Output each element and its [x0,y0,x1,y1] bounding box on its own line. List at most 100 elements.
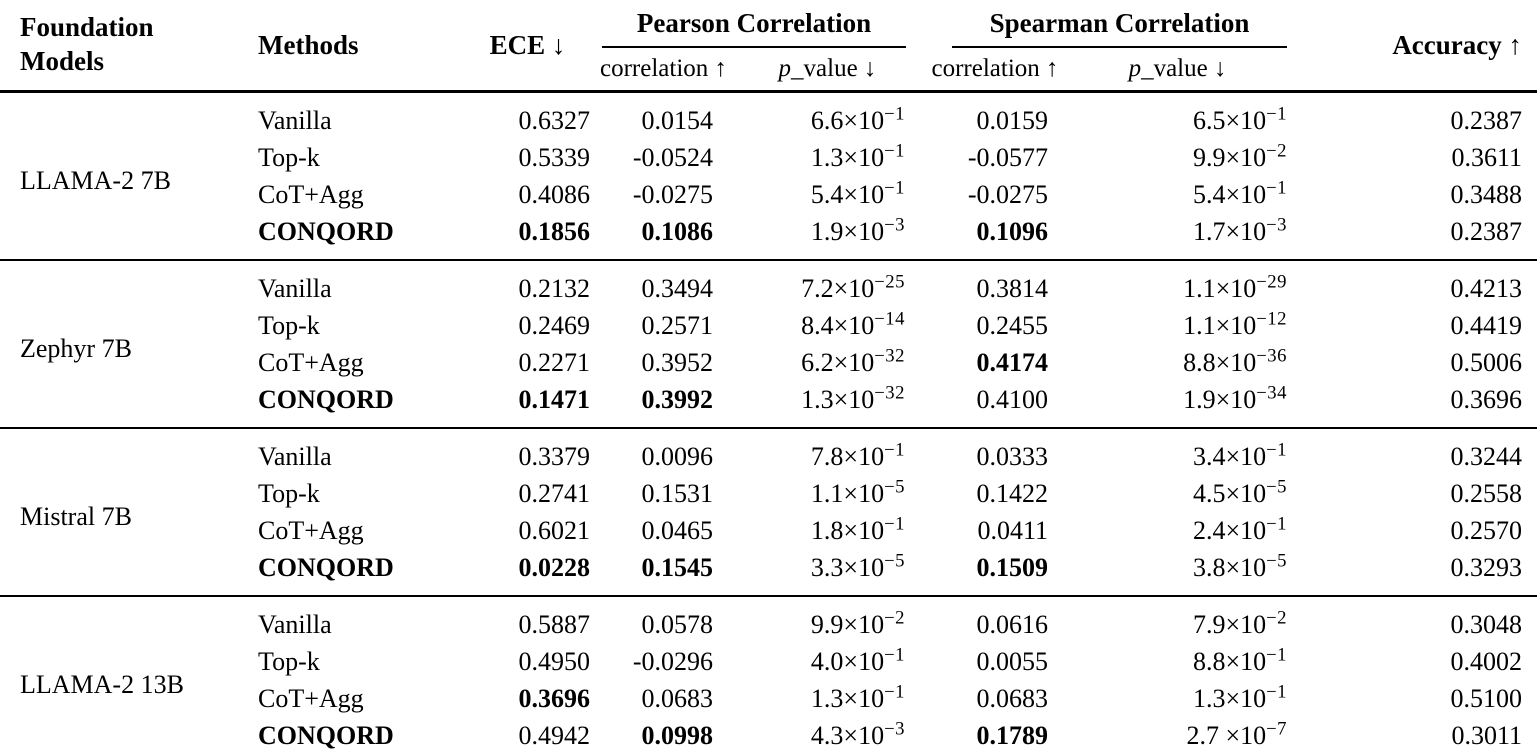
spearman-pvalue: 9.9×10−2 [1192,139,1288,172]
spearman-pvalue: 1.3×10−1 [1192,680,1288,713]
ece-value: 0.3696 [518,683,591,713]
method-cell: CoT+Agg [258,683,364,713]
header-spearman-correlation: Spearman Correlation [930,0,1295,48]
table-row: CONQORD 0.0228 0.1545 3.3×10−5 0.1509 3.8×10−… [0,549,1537,596]
exponent: −1 [1266,102,1288,124]
header-spearman-pvalue-sub: p_value ↓ [1060,48,1295,92]
pearson-pvalue: 9.9×10−2 [810,606,905,639]
pearson-correlation-value: 0.3992 [641,384,714,414]
accuracy-value: 0.2570 [1450,515,1523,545]
table-row: CoT+Agg 0.6021 0.0465 1.8×10−1 0.0411 2.4×10−… [0,512,1537,549]
spearman-pvalue: 5.4×10−1 [1192,176,1288,209]
p-value-label: _value ↓ [791,55,877,82]
method-cell: CONQORD [258,552,394,582]
spearman-pvalue: 8.8×10−36 [1183,344,1288,377]
pearson-correlation-value: -0.0275 [632,179,713,209]
spearman-correlation-value: -0.0275 [967,179,1048,209]
ece-value: 0.3379 [518,441,591,471]
accuracy-value: 0.3611 [1451,142,1523,172]
accuracy-value: 0.2558 [1450,478,1523,508]
exponent: −12 [1256,307,1288,329]
spearman-pvalue: 2.4×10−1 [1192,512,1288,545]
spearman-correlation-value: 0.4100 [976,384,1049,414]
table-row: LLAMA-2 13B Vanilla 0.5887 0.0578 9.9×10−2 0.… [0,596,1537,699]
exponent: −1 [1266,643,1288,665]
exponent: −34 [1256,381,1288,403]
table-header: Foundation Models Methods ECE ↓ Pearson … [0,0,1537,92]
header-pearson-correlation-sub: correlation ↑ [600,55,728,82]
spearman-pvalue: 8.8×10−1 [1192,643,1288,676]
method-cell: Top-k [258,142,320,172]
pearson-group-label: Pearson Correlation [602,0,906,48]
method-cell: CONQORD [258,720,394,750]
pearson-correlation-value: 0.3952 [641,347,714,377]
method-cell: Vanilla [258,609,332,639]
table-row: Top-k 0.5339 -0.0524 1.3×10−1 -0.0577 9.9×10−… [0,139,1537,176]
exponent: −1 [884,102,905,124]
exponent: −3 [884,213,905,235]
spearman-correlation-value: 0.4174 [976,347,1049,377]
header-row-main: Foundation Models Methods ECE ↓ Pearson … [0,0,1537,76]
spearman-pvalue: 1.1×10−12 [1183,307,1288,340]
pearson-pvalue: 3.3×10−5 [810,549,905,582]
pearson-correlation-value: 0.3494 [641,273,714,303]
pearson-pvalue: 6.6×10−1 [810,102,905,135]
spearman-pvalue: 2.7 ×10−7 [1186,717,1288,750]
accuracy-value: 0.3488 [1450,179,1523,209]
spearman-correlation-value: 0.1509 [976,552,1049,582]
exponent: −25 [874,270,905,292]
model-group: Mistral 7B Vanilla 0.3379 0.0096 7.8×10−1 0.0… [0,428,1537,596]
pearson-correlation-value: -0.0296 [632,646,713,676]
pearson-correlation-value: 0.2571 [641,310,714,340]
ece-value: 0.2469 [518,310,591,340]
pearson-correlation-value: 0.0578 [641,609,714,639]
exponent: −1 [884,512,905,534]
ece-value: 0.4942 [518,720,591,750]
method-cell: CoT+Agg [258,515,364,545]
spearman-correlation-value: 0.1789 [976,720,1049,750]
exponent: −1 [1266,438,1288,460]
pearson-pvalue: 7.2×10−25 [801,270,905,303]
accuracy-value: 0.2387 [1450,216,1523,246]
exponent: −1 [1266,680,1288,702]
ece-value: 0.4950 [518,646,591,676]
pearson-correlation-value: 0.0154 [641,105,714,135]
accuracy-value: 0.5006 [1450,347,1523,377]
exponent: −32 [874,381,905,403]
model-name: LLAMA-2 7B [20,165,171,195]
header-ece: ECE ↓ [489,29,566,60]
table-row: Top-k 0.2741 0.1531 1.1×10−5 0.1422 4.5×10−5 0… [0,475,1537,512]
table-row: Zephyr 7B Vanilla 0.2132 0.3494 7.2×10−25 0.3… [0,260,1537,363]
model-group: Zephyr 7B Vanilla 0.2132 0.3494 7.2×10−25 0.3… [0,260,1537,428]
table-row: LLAMA-2 7B Vanilla 0.6327 0.0154 6.6×10−1 0.0… [0,92,1537,195]
exponent: −5 [884,549,905,571]
pearson-pvalue: 5.4×10−1 [810,176,905,209]
table-row: Mistral 7B Vanilla 0.3379 0.0096 7.8×10−1 0.0… [0,428,1537,531]
pearson-correlation-value: 0.1531 [641,478,714,508]
exponent: −1 [884,680,905,702]
spearman-correlation-value: 0.1422 [976,478,1049,508]
pearson-pvalue: 7.8×10−1 [810,438,905,471]
header-foundation-models: Foundation Models [20,12,154,76]
spearman-pvalue: 1.7×10−3 [1192,213,1288,246]
ece-value: 0.1471 [518,384,591,414]
exponent: −3 [1266,213,1288,235]
exponent: −2 [884,606,905,628]
spearman-correlation-value: 0.0333 [976,441,1049,471]
ece-value: 0.6021 [518,515,591,545]
header-row-sub: correlation ↑ p_value ↓ correlation ↑ p_… [0,48,1537,92]
pearson-correlation-value: 0.1545 [641,552,714,582]
exponent: −29 [1256,270,1288,292]
accuracy-value: 0.3696 [1450,384,1523,414]
exponent: −14 [874,307,905,329]
spearman-correlation-value: 0.0683 [976,683,1049,713]
table-row: Top-k 0.2469 0.2571 8.4×10−14 0.2455 1.1×10−1… [0,307,1537,344]
pearson-pvalue: 6.2×10−32 [801,344,905,377]
pearson-correlation-value: 0.0998 [641,720,714,750]
ece-value: 0.6327 [518,105,591,135]
table-row: CoT+Agg 0.4086 -0.0275 5.4×10−1 -0.0275 5.4×1… [0,176,1537,213]
accuracy-value: 0.4002 [1450,646,1523,676]
exponent: −1 [1266,176,1288,198]
table-row: CoT+Agg 0.3696 0.0683 1.3×10−1 0.0683 1.3×10−… [0,680,1537,717]
